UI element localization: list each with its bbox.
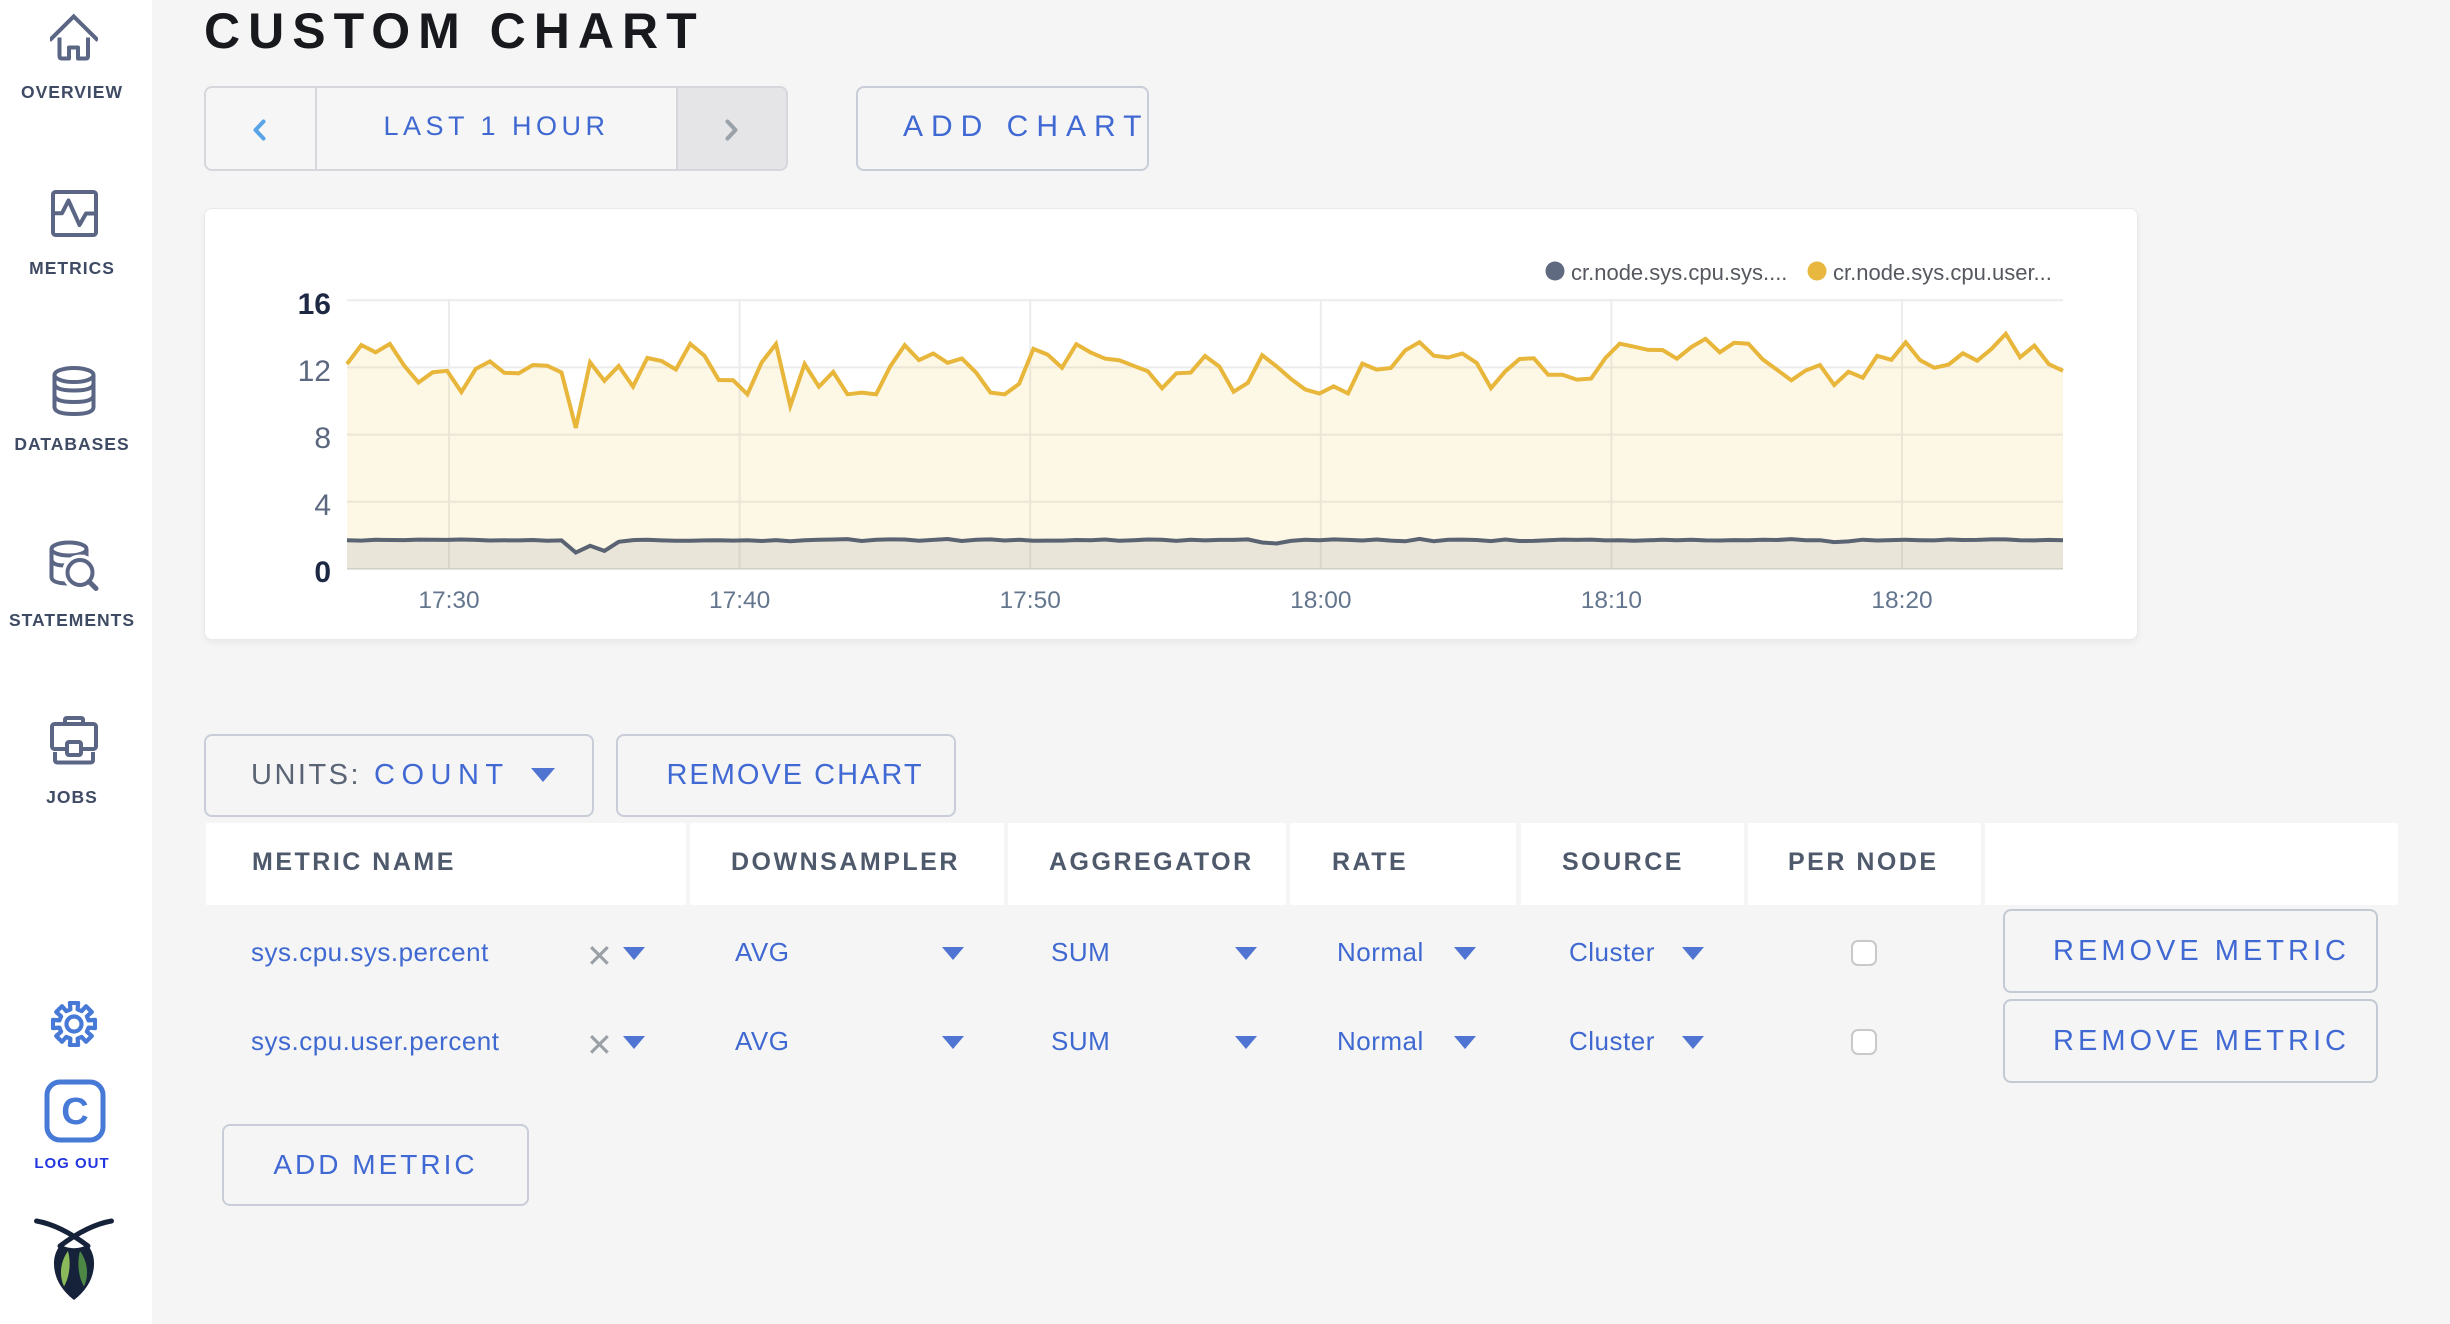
svg-text:18:10: 18:10 bbox=[1581, 587, 1642, 614]
svg-text:C: C bbox=[61, 1091, 88, 1133]
svg-text:18:00: 18:00 bbox=[1290, 587, 1351, 614]
svg-text:16: 16 bbox=[298, 288, 331, 321]
svg-text:17:50: 17:50 bbox=[1000, 587, 1061, 614]
svg-text:18:20: 18:20 bbox=[1871, 587, 1932, 614]
svg-text:17:30: 17:30 bbox=[418, 587, 479, 614]
svg-text:12: 12 bbox=[298, 355, 331, 388]
svg-text:cr.node.sys.cpu.sys....: cr.node.sys.cpu.sys.... bbox=[1571, 260, 1787, 285]
svg-text:17:40: 17:40 bbox=[709, 587, 770, 614]
svg-text:0: 0 bbox=[314, 556, 331, 589]
svg-text:4: 4 bbox=[314, 489, 331, 522]
svg-text:cr.node.sys.cpu.user...: cr.node.sys.cpu.user... bbox=[1833, 260, 2052, 285]
svg-text:8: 8 bbox=[314, 422, 331, 455]
